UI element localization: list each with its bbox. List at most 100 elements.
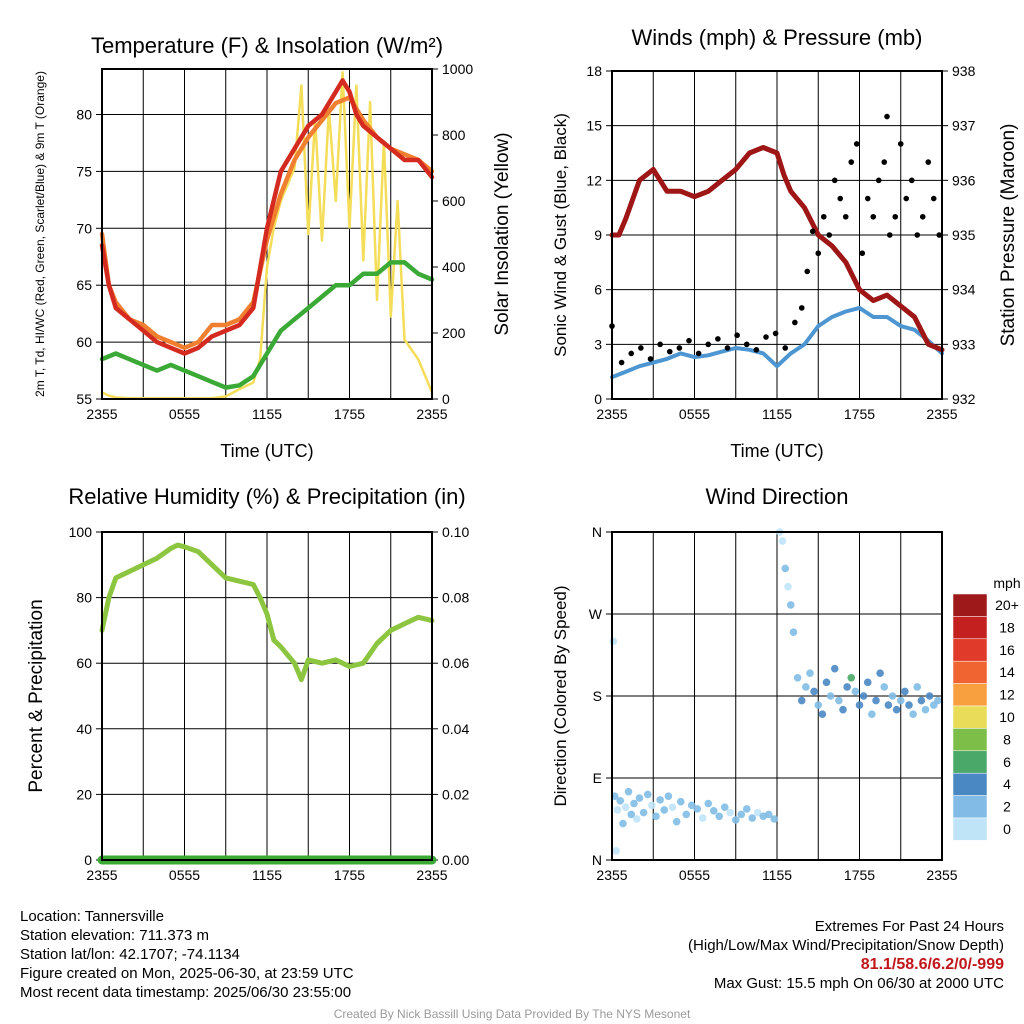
direction-point [835,696,843,705]
series-dewpoint [99,260,435,390]
gust-point [881,159,888,165]
y-tick-label: 75 [76,163,92,179]
direction-point [793,673,802,682]
direction-point [851,687,860,696]
gust-point [886,232,893,238]
y2-tick-label: 0.04 [442,721,469,737]
direction-point [720,803,729,811]
direction-point [892,705,901,714]
direction-point [643,790,652,799]
gust-point [724,345,731,351]
gust-point [826,232,833,238]
direction-point [822,678,831,687]
gust-point [815,250,822,257]
gust-point [676,345,683,351]
direction-point [652,812,660,821]
gust-point [772,330,779,337]
temperature-chart: Temperature (F) & Insolation (W/m²)2355 0… [33,33,513,461]
direction-point [905,701,913,709]
gust-point [638,345,644,351]
y-tick-label: 60 [76,334,92,350]
x-tick-label: 2355 [416,406,447,422]
gust-point [763,334,769,340]
y-tick-label: 55 [76,391,92,407]
gust-point [831,177,838,184]
gust-point [897,141,904,147]
y2-tick-label: 600 [442,193,466,209]
y-tick-label: 70 [76,220,92,236]
gust-point [705,341,712,348]
direction-point [786,601,795,609]
legend-swatch [952,705,988,729]
direction-point [693,805,702,813]
gust-point [628,350,635,357]
direction-point [884,701,893,709]
direction-point [770,815,779,823]
chart-title: Temperature (F) & Insolation (W/m²) [91,33,443,58]
y-tick-label: 80 [76,590,92,606]
direction-point [880,683,889,691]
legend-swatch [952,638,988,662]
direction-point [621,803,630,811]
legend-label: 0 [1003,821,1011,837]
direction-point [624,787,633,796]
gust-point [914,232,921,238]
elevation-text: Station elevation: 711.373 m [20,927,210,944]
y-tick-label: E [593,770,602,786]
direction-point [909,710,917,719]
legend-label: 14 [999,664,1015,680]
direction-point [619,819,627,828]
direction-point [742,805,751,813]
chart-title: Relative Humidity (%) & Precipitation (i… [68,484,465,509]
legend-label: 20+ [995,597,1019,613]
legend-swatch [952,593,988,617]
gust-point [743,341,750,348]
direction-point [784,582,792,591]
gust-point [666,348,673,355]
direction-point [676,797,685,806]
y2-tick-label: 200 [442,325,466,341]
direction-point [648,801,656,810]
direction-point [855,701,864,709]
gust-point [804,268,811,275]
y-tick-label: 20 [76,786,92,802]
gust-point [884,113,890,120]
y-tick-label: 60 [76,655,92,671]
y-tick-label: 18 [586,63,602,79]
max-gust-text: Max Gust: 15.5 mph On 06/30 at 2000 UTC [713,975,1004,992]
gust-point [870,213,877,220]
legend-swatch [952,772,988,796]
direction-point [635,794,644,802]
direction-point [715,812,724,821]
direction-point [753,808,762,817]
gust-point [892,213,899,220]
gust-point [792,319,798,326]
y-tick-label: 0 [594,391,602,407]
y2-tick-label: 937 [952,118,976,134]
direction-point [872,696,880,705]
direction-point [847,673,856,682]
gust-point [657,341,663,348]
legend-label: 12 [999,687,1015,703]
y2-tick-label: 0.10 [442,524,469,540]
direction-point [639,808,648,817]
direction-point [731,816,740,824]
gust-point [695,350,702,357]
y-tick-label: N [592,524,602,540]
x-tick-label: 2355 [86,406,117,422]
x-tick-label: 2355 [596,406,627,422]
x-tick-label: 0555 [679,406,710,422]
direction-point [612,847,620,855]
y2-tick-label: 938 [952,63,976,79]
gust-point [930,195,937,202]
direction-point [921,705,930,714]
plot-frame [101,531,433,861]
direction-point [917,696,926,705]
legend-label: 2 [1003,799,1011,815]
x-tick-label: 1155 [252,867,282,883]
direction-point [630,799,638,808]
gust-point [837,195,844,202]
direction-point [839,705,847,714]
direction-point [748,814,757,822]
